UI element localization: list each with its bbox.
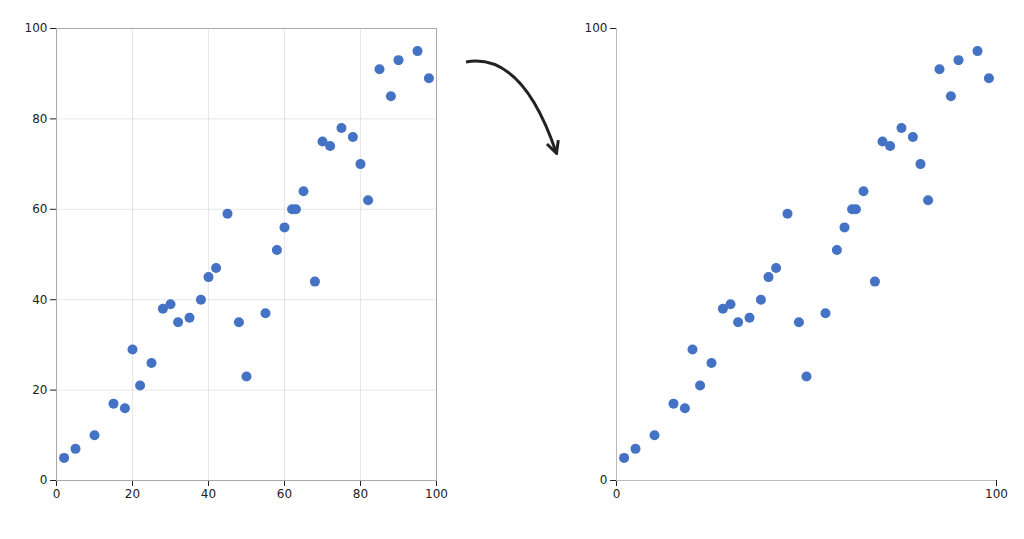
svg-text:100: 100 (585, 21, 608, 35)
svg-text:20: 20 (125, 487, 140, 501)
svg-text:40: 40 (201, 487, 216, 501)
svg-text:80: 80 (32, 112, 47, 126)
svg-text:0: 0 (600, 473, 608, 487)
svg-text:100: 100 (425, 487, 448, 501)
svg-text:20: 20 (32, 383, 47, 397)
svg-text:100: 100 (25, 21, 48, 35)
svg-text:80: 80 (353, 487, 368, 501)
svg-text:0: 0 (40, 473, 48, 487)
svg-text:40: 40 (32, 293, 47, 307)
svg-text:0: 0 (613, 487, 621, 501)
svg-text:60: 60 (277, 487, 292, 501)
svg-text:60: 60 (32, 202, 47, 216)
svg-text:0: 0 (53, 487, 61, 501)
svg-text:100: 100 (985, 487, 1008, 501)
